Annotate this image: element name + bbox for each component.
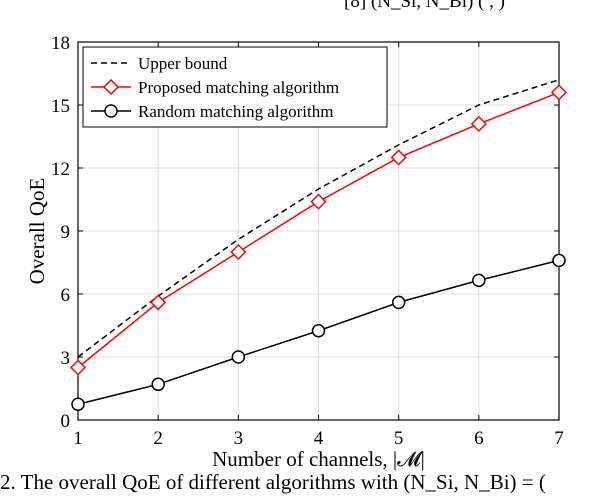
legend-entry: Proposed matching algorithm [138,78,339,97]
circle-marker [391,295,406,310]
diamond-marker [230,243,247,261]
circle-marker [71,397,85,411]
x-tick-label: 7 [554,428,564,449]
series-random-matching-algorithm [71,253,566,411]
x-tick-label: 5 [394,428,404,449]
diamond-marker [470,115,487,132]
series-layer [69,79,568,411]
figure-caption: 2. The overall QoE of different algorith… [0,470,546,494]
diamond-marker [102,78,120,96]
legend-entry: Random matching algorithm [138,102,333,121]
y-tick-label: 0 [61,411,71,432]
diamond-marker [390,149,407,166]
x-tick-label: 2 [153,428,163,449]
x-tick-label: 3 [234,428,244,449]
caption-top-fragment: [8] (N_Si, N_Bi) ( , ) [344,0,505,12]
y-tick-label: 18 [51,33,70,54]
x-tick-label: 6 [474,428,484,449]
circle-marker [104,104,118,118]
circle-marker [151,377,165,392]
y-tick-label: 12 [51,159,70,180]
y-tick-label: 15 [51,96,70,117]
x-tick-label: 4 [314,428,324,449]
y-tick-label: 9 [61,222,71,243]
diamond-marker [69,359,87,376]
diamond-marker [310,193,327,210]
legend: Upper bound Proposed matching algorithm Ra… [82,46,388,128]
legend-box [82,46,388,128]
circle-marker [311,324,326,338]
diamond-marker [150,294,167,311]
series-proposed-matching-algorithm [69,84,568,376]
circle-marker [231,350,246,364]
y-tick-label: 6 [61,285,71,306]
legend-entry: Upper bound [138,54,228,73]
circle-marker [552,253,566,268]
diamond-marker [550,84,568,101]
circle-marker [472,273,486,288]
y-axis-label: Overall QoE [25,178,49,285]
y-tick-label: 3 [61,348,71,369]
x-tick-label: 1 [73,428,83,449]
x-axis-label: Number of channels, |𝓜| [212,447,425,471]
